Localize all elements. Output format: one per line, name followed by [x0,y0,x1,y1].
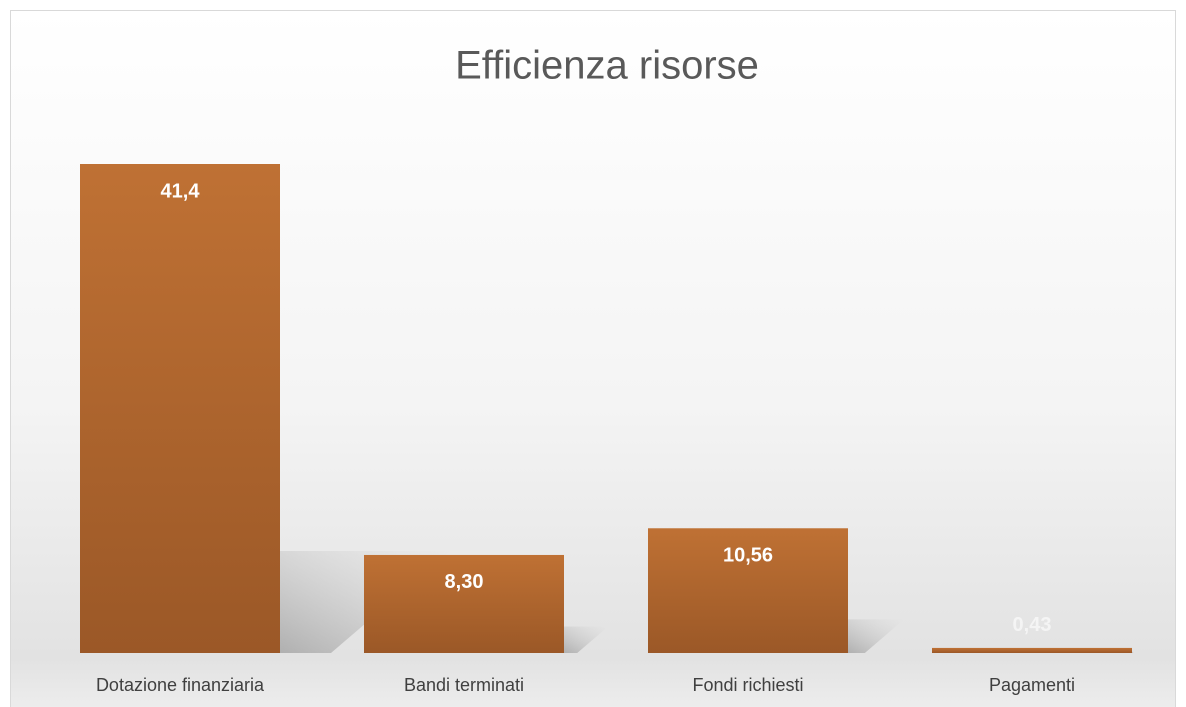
data-label: 0,43 [1013,614,1052,636]
chart-title: Efficienza risorse [455,44,759,88]
data-label: 8,30 [445,571,484,593]
data-label: 41,4 [161,180,201,202]
bar [648,528,848,653]
bar [364,554,564,653]
x-tick-label: Fondi richiesti [692,675,803,695]
bar-shadow [848,619,905,653]
bar-shadow [564,626,609,653]
x-tick-label: Pagamenti [989,675,1075,695]
bar-shadow [1132,651,1135,653]
bar [80,164,280,653]
data-label: 10,56 [723,545,773,567]
x-tick-label: Dotazione finanziaria [96,675,265,695]
x-tick-label: Bandi terminati [404,675,524,695]
bar [932,647,1132,653]
